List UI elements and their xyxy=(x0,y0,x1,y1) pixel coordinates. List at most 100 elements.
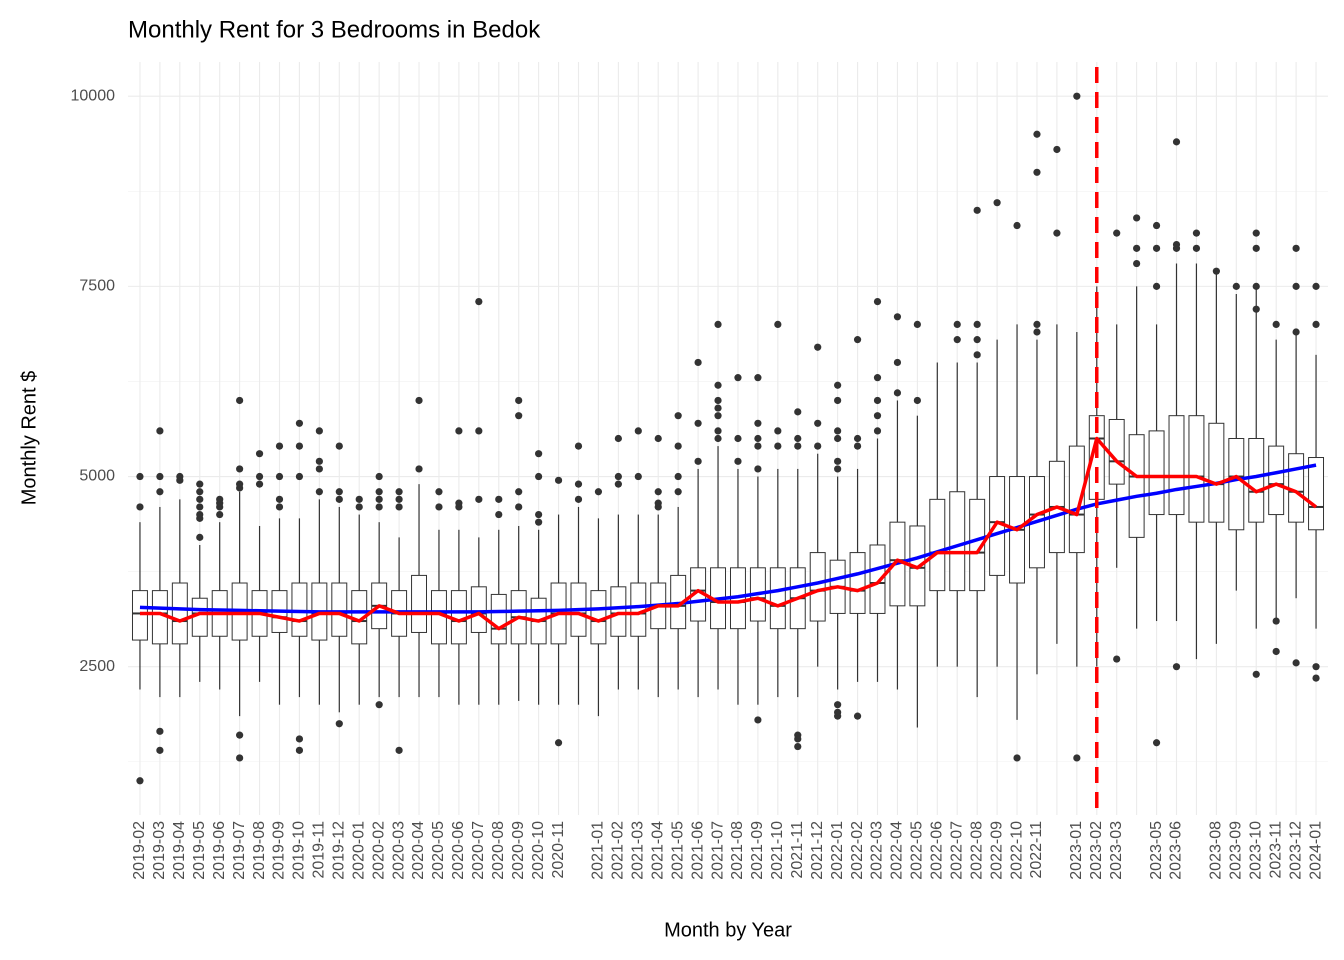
outlier xyxy=(275,442,284,450)
outlier xyxy=(953,336,961,344)
outlier xyxy=(714,427,722,435)
box xyxy=(1228,438,1245,531)
outlier xyxy=(694,457,702,465)
box xyxy=(331,582,348,637)
box xyxy=(1208,422,1225,523)
outlier xyxy=(156,472,164,481)
x-tick-label: 2022-09 xyxy=(988,821,1005,880)
x-tick-label: 2023-02 xyxy=(1088,821,1105,880)
outlier xyxy=(714,396,722,405)
outlier xyxy=(295,419,304,427)
x-tick-label: 2020-06 xyxy=(450,821,467,880)
outlier xyxy=(834,708,842,716)
outlier xyxy=(275,503,284,511)
outlier xyxy=(1013,221,1021,230)
outlier xyxy=(335,442,343,450)
outlier xyxy=(156,427,164,435)
outlier xyxy=(395,495,403,503)
outlier xyxy=(634,472,642,481)
outlier xyxy=(814,419,822,427)
outlier xyxy=(834,427,842,435)
outlier xyxy=(1292,282,1300,290)
box xyxy=(769,567,786,630)
outlier xyxy=(654,499,662,507)
outlier xyxy=(814,442,822,450)
outlier xyxy=(1172,240,1181,249)
outlier xyxy=(893,389,902,397)
x-tick-label: 2022-02 xyxy=(849,821,866,880)
outlier xyxy=(834,701,842,709)
outlier xyxy=(694,358,702,367)
outlier xyxy=(535,450,543,458)
box xyxy=(1108,418,1125,485)
outlier xyxy=(196,480,204,488)
x-tick-label: 2019-10 xyxy=(291,821,308,880)
outlier xyxy=(176,472,184,481)
outlier xyxy=(495,495,503,503)
outlier xyxy=(375,472,383,481)
chart-title: Monthly Rent for 3 Bedrooms in Bedok xyxy=(128,16,541,43)
outlier xyxy=(475,427,483,435)
x-tick-label: 2021-03 xyxy=(630,821,647,880)
y-tick-label: 10000 xyxy=(71,87,116,104)
outlier xyxy=(275,495,284,503)
y-axis-title: Monthly Rent $ xyxy=(18,371,40,506)
outlier xyxy=(415,396,423,405)
outlier xyxy=(1192,229,1201,237)
x-tick-label: 2020-03 xyxy=(390,821,407,880)
outlier xyxy=(774,320,782,329)
outlier xyxy=(754,442,762,450)
outlier xyxy=(734,457,742,465)
x-tick-label: 2019-03 xyxy=(151,821,168,880)
outlier xyxy=(873,374,882,382)
outlier xyxy=(1053,229,1061,237)
x-tick-label: 2022-11 xyxy=(1028,821,1045,879)
outlier xyxy=(1252,244,1260,252)
outlier xyxy=(674,412,682,420)
box xyxy=(610,586,627,637)
outlier xyxy=(136,472,144,481)
outlier xyxy=(734,434,742,443)
outlier xyxy=(1252,670,1260,678)
box xyxy=(1268,445,1285,516)
x-tick-label: 2020-08 xyxy=(490,821,507,880)
outlier xyxy=(913,396,921,405)
outlier xyxy=(415,465,423,473)
box xyxy=(869,544,886,614)
median-line xyxy=(139,436,1318,631)
outlier xyxy=(1033,130,1041,138)
outlier xyxy=(873,427,882,435)
x-tick-label: 2023-09 xyxy=(1228,821,1245,880)
outlier xyxy=(714,412,722,420)
outlier xyxy=(834,465,842,473)
x-tick-label: 2019-05 xyxy=(191,821,208,880)
outlier xyxy=(515,488,523,496)
outlier xyxy=(853,336,862,344)
x-tick-label: 2023-01 xyxy=(1068,821,1085,880)
x-tick-label: 2021-07 xyxy=(709,821,726,880)
outlier xyxy=(196,488,204,496)
box xyxy=(490,593,507,645)
outlier xyxy=(255,480,264,488)
outlier xyxy=(295,735,304,743)
outlier xyxy=(236,731,244,739)
outlier xyxy=(495,510,503,519)
x-tick-label: 2021-08 xyxy=(729,821,746,880)
outlier xyxy=(714,404,722,412)
outlier xyxy=(1152,244,1161,252)
outlier xyxy=(973,320,981,329)
outlier xyxy=(873,412,882,420)
x-tick-label: 2022-05 xyxy=(909,821,926,880)
outlier xyxy=(196,510,204,519)
outlier xyxy=(574,442,583,450)
outlier xyxy=(1272,647,1280,656)
outlier xyxy=(435,488,443,496)
x-tick-label: 2021-12 xyxy=(809,821,826,880)
outlier xyxy=(554,739,563,747)
x-tick-label: 2022-01 xyxy=(829,821,846,880)
outlier xyxy=(136,503,144,511)
outlier xyxy=(395,503,403,511)
outlier xyxy=(196,495,204,503)
x-tick-label: 2023-03 xyxy=(1108,821,1125,880)
x-tick-label: 2020-10 xyxy=(530,821,547,880)
